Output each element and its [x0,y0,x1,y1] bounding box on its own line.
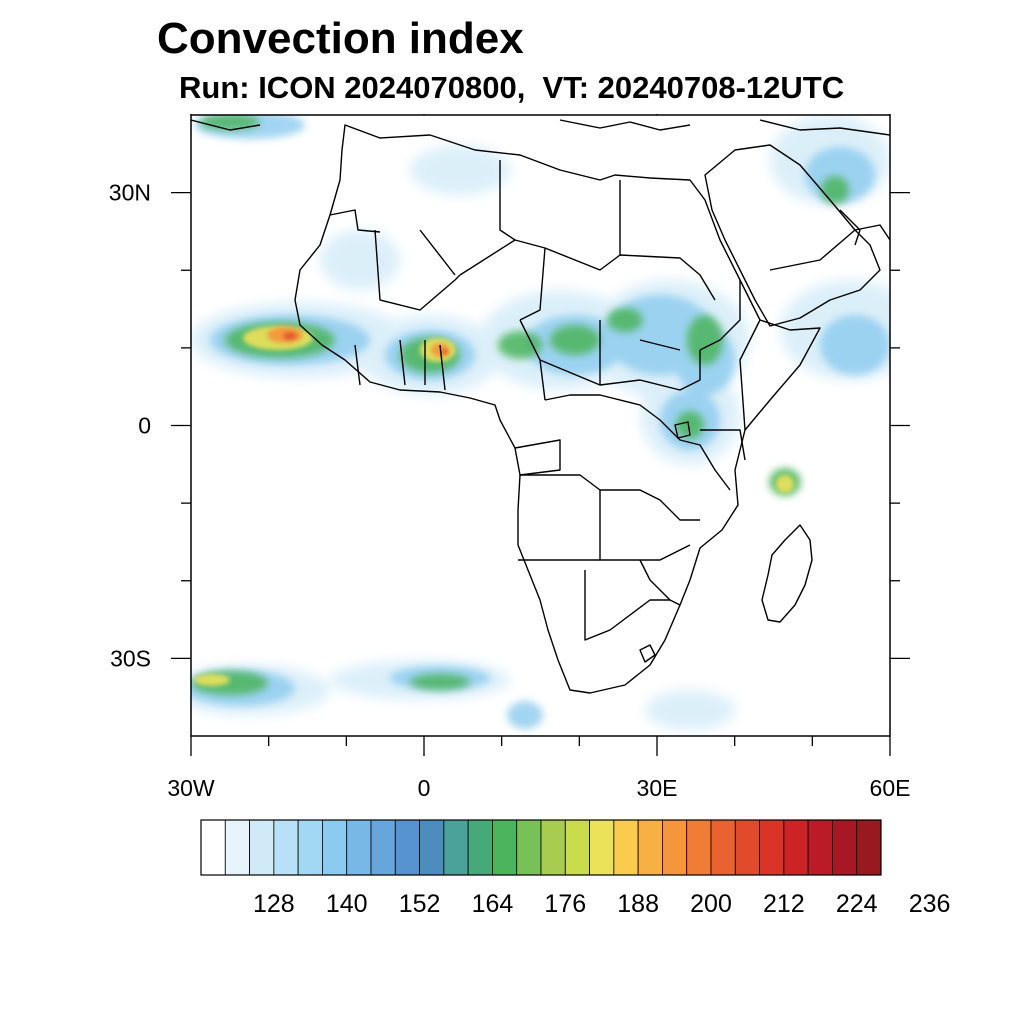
colorbar-swatch [807,819,833,876]
colorbar-swatch [249,819,275,876]
x-tick-label: 30E [637,775,678,801]
colorbar-swatch [322,819,348,876]
y-tick-label: 0 [138,413,151,439]
colorbar-label: 128 [253,890,295,918]
colorbar-swatch [613,819,639,876]
colorbar-label: 176 [544,890,586,918]
colorbar-swatch [394,819,420,876]
arabia-coastline [704,144,881,327]
colorbar-swatch [297,819,323,876]
colorbar-swatch [419,819,445,876]
field-mid [191,115,890,729]
colorbar-swatch [273,819,299,876]
colorbar-swatch [686,819,712,876]
colorbar-frame [200,819,882,876]
africa-coastline [294,124,821,694]
colorbar-swatch [443,819,469,876]
x-tick-label: 60E [870,775,911,801]
colorbar-swatch [856,819,882,876]
colorbar-label: 212 [763,890,805,918]
field-outer [191,115,890,730]
x-tick-label: 0 [418,775,431,801]
colorbar-labels: 128 140 152 164 176 188 200 212 224 236 [253,890,950,918]
colorbar-label: 152 [399,890,441,918]
colorbar [200,819,882,876]
colorbar-swatch [564,819,590,876]
axis-tick-labels: 30W 0 30E 60E 30N 0 30S [109,180,911,801]
convection-field [191,115,890,730]
x-tick-label: 30W [167,775,215,801]
colorbar-label: 140 [326,890,368,918]
colorbar-swatch [516,819,542,876]
plot-title: Convection index [157,14,524,63]
colorbar-label: 200 [690,890,732,918]
map-frame [190,114,891,737]
colorbar-swatch [224,819,250,876]
colorbar-swatch [783,819,809,876]
y-tick-label: 30S [110,645,151,671]
colorbar-swatch [540,819,566,876]
colorbar-label: 224 [836,890,878,918]
colorbar-swatch [734,819,760,876]
colorbar-swatch [492,819,518,876]
field-green [192,115,849,695]
colorbar-label: 188 [617,890,659,918]
colorbar-swatch [710,819,736,876]
plot-subtitle: Run: ICON 2024070800, VT: 20240708-12UTC [179,70,845,105]
coastlines-and-borders [191,119,890,694]
colorbar-swatch [759,819,785,876]
colorbar-label: 236 [909,890,951,918]
axis-ticks [171,114,910,756]
y-tick-label: 30N [109,180,151,206]
colorbar-swatch [467,819,493,876]
colorbar-swatch [589,819,615,876]
colorbar-swatch [370,819,396,876]
colorbar-swatch [346,819,372,876]
colorbar-swatch [200,819,226,876]
colorbar-swatch [662,819,688,876]
colorbar-swatch [637,819,663,876]
colorbar-swatch [832,819,858,876]
madagascar-coastline [761,524,813,623]
colorbar-label: 164 [472,890,514,918]
